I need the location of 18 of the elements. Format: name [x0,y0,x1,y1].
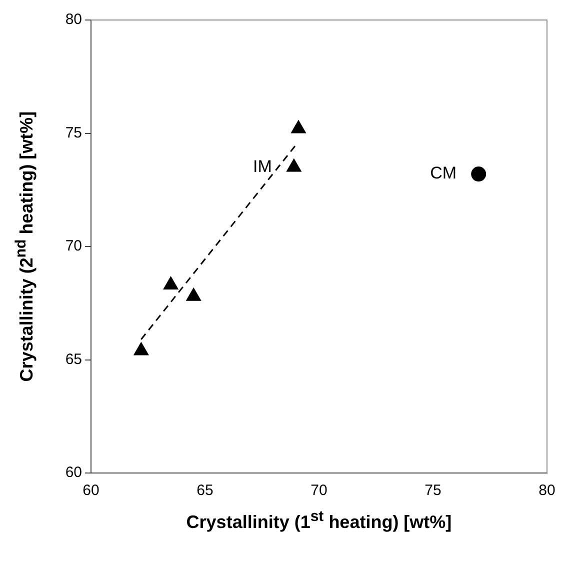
y-tick-label: 80 [65,11,82,28]
y-tick-label: 75 [65,124,82,142]
series-label: IM [253,156,272,176]
x-tick-label: 70 [310,482,328,500]
y-tick-label: 70 [65,238,82,255]
x-tick-label: 65 [196,482,214,500]
point [186,288,202,301]
x-tick-label: 60 [82,482,100,500]
series-label: CM [430,164,457,183]
x-tick-label: 75 [424,482,442,500]
point [134,342,149,356]
point [286,158,302,172]
x-axis-title: Crystallinity (1$^{st}$ heating) [wt%] [185,508,453,533]
x-tick-label: 80 [538,482,556,500]
point [163,276,178,290]
y-tick-label: 60 [65,464,82,482]
y-tick-label: 65 [65,350,82,368]
point [291,120,306,134]
